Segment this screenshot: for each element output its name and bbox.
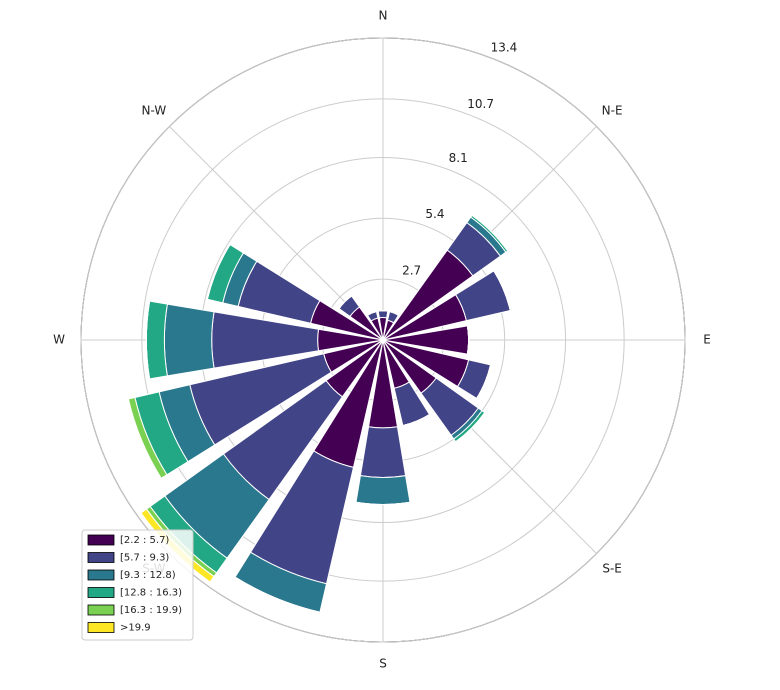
legend-label: [12.8 : 16.3) bbox=[120, 588, 182, 599]
direction-label: N bbox=[379, 9, 388, 23]
wind-bar bbox=[378, 311, 388, 318]
wind-bar bbox=[146, 301, 167, 379]
direction-label: E bbox=[703, 333, 711, 347]
legend-label: [16.3 : 19.9) bbox=[120, 605, 182, 616]
direction-label: S-E bbox=[602, 562, 622, 576]
r-tick-label: 8.1 bbox=[449, 151, 468, 165]
legend-label: [9.3 : 12.8) bbox=[120, 570, 176, 581]
wind-bar bbox=[360, 427, 405, 478]
direction-label: W bbox=[53, 333, 65, 347]
r-tick-label: 13.4 bbox=[491, 41, 518, 55]
r-tick-label: 10.7 bbox=[467, 97, 494, 111]
direction-label: S bbox=[379, 657, 387, 671]
legend: [2.2 : 5.7) [5.7 : 9.3) [9.3 : 12.8) [12.8 … bbox=[82, 530, 193, 640]
r-tick-label: 5.4 bbox=[425, 207, 444, 221]
legend-label: >19.9 bbox=[120, 623, 151, 634]
legend-swatch bbox=[88, 623, 114, 633]
legend-swatch bbox=[88, 605, 114, 615]
legend-swatch bbox=[88, 535, 114, 545]
legend-swatch bbox=[88, 588, 114, 598]
legend-swatch bbox=[88, 553, 114, 563]
direction-label: N-E bbox=[602, 103, 623, 117]
legend-label: [5.7 : 9.3) bbox=[120, 553, 169, 564]
wind-bar bbox=[164, 304, 214, 376]
legend-swatch bbox=[88, 570, 114, 580]
legend-label: [2.2 : 5.7) bbox=[120, 535, 169, 546]
direction-label: N-W bbox=[142, 103, 167, 117]
wind-bar bbox=[356, 476, 410, 505]
r-tick-label: 2.7 bbox=[402, 263, 421, 277]
